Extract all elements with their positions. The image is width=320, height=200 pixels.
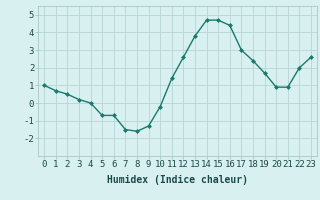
X-axis label: Humidex (Indice chaleur): Humidex (Indice chaleur) (107, 175, 248, 185)
